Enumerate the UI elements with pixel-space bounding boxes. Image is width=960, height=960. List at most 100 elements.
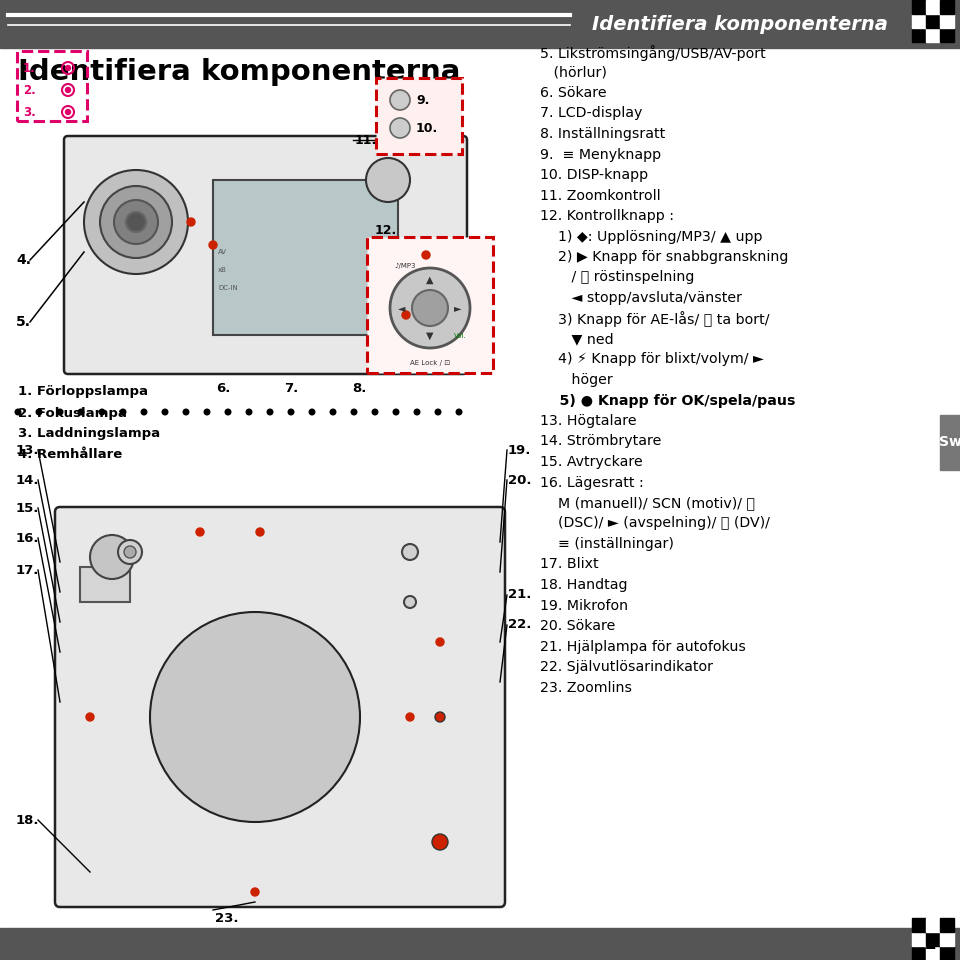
Text: DC-IN: DC-IN <box>218 285 238 291</box>
Circle shape <box>173 635 337 799</box>
Circle shape <box>422 251 430 259</box>
Circle shape <box>195 657 315 777</box>
Text: ▲: ▲ <box>426 275 434 285</box>
Text: 10.: 10. <box>416 122 439 134</box>
Text: 23.: 23. <box>215 911 238 924</box>
Circle shape <box>402 544 418 560</box>
Text: 14. Strömbrytare: 14. Strömbrytare <box>540 435 661 448</box>
Text: 22. Självutlösarindikator: 22. Självutlösarindikator <box>540 660 713 674</box>
Text: 20.: 20. <box>508 473 532 487</box>
Text: 20. Sökare: 20. Sökare <box>540 619 615 633</box>
Text: 3) Knapp för AE-lås/ 🗑 ta bort/: 3) Knapp för AE-lås/ 🗑 ta bort/ <box>540 311 770 327</box>
Circle shape <box>162 409 168 415</box>
Text: 16.: 16. <box>16 532 39 544</box>
Text: 2) ▶ Knapp för snabbgranskning: 2) ▶ Knapp för snabbgranskning <box>540 250 788 264</box>
Bar <box>912 918 926 932</box>
Text: 21. Hjälplampa för autofokus: 21. Hjälplampa för autofokus <box>540 639 746 654</box>
Circle shape <box>432 834 448 850</box>
Circle shape <box>36 409 42 415</box>
Text: 11. Zoomkontroll: 11. Zoomkontroll <box>540 188 660 203</box>
Text: AE Lock / ⊡: AE Lock / ⊡ <box>410 360 450 366</box>
Circle shape <box>226 409 230 415</box>
Circle shape <box>150 612 360 822</box>
Text: 19.: 19. <box>508 444 532 457</box>
Text: 7.: 7. <box>284 382 299 395</box>
Circle shape <box>78 409 84 415</box>
Bar <box>912 0 926 14</box>
Text: 3. Laddningslampa: 3. Laddningslampa <box>18 427 160 441</box>
Text: 17. Blixt: 17. Blixt <box>540 558 599 571</box>
Bar <box>912 946 926 960</box>
Text: ▼ ned: ▼ ned <box>540 332 613 346</box>
Text: 13.: 13. <box>16 444 39 457</box>
Circle shape <box>414 409 420 415</box>
Text: 6. Sökare: 6. Sökare <box>540 86 607 100</box>
Text: ♪/MP3: ♪/MP3 <box>395 263 416 269</box>
Text: 1.: 1. <box>23 61 36 75</box>
Text: 4) ⚡ Knapp för blixt/volym/ ►: 4) ⚡ Knapp för blixt/volym/ ► <box>540 352 764 367</box>
Circle shape <box>86 713 94 721</box>
Text: 5.: 5. <box>16 315 31 329</box>
Circle shape <box>390 118 410 138</box>
Text: 2.: 2. <box>23 84 36 97</box>
Circle shape <box>204 409 210 415</box>
FancyBboxPatch shape <box>367 237 493 373</box>
Circle shape <box>288 409 294 415</box>
Text: 5. Likströmsingång/USB/AV-port: 5. Likströmsingång/USB/AV-port <box>540 45 766 60</box>
Text: 6.: 6. <box>216 382 230 395</box>
Bar <box>940 415 960 470</box>
Text: 18. Handtag: 18. Handtag <box>540 578 628 592</box>
Text: Identifiera komponenterna: Identifiera komponenterna <box>592 14 888 34</box>
Text: ◄: ◄ <box>398 303 406 313</box>
Text: 1. Förloppslampa: 1. Förloppslampa <box>18 386 148 398</box>
Circle shape <box>366 158 410 202</box>
Text: 19. Mikrofon: 19. Mikrofon <box>540 598 628 612</box>
Bar <box>912 14 926 28</box>
Bar <box>80 567 130 602</box>
Bar <box>926 932 940 946</box>
Bar <box>0 0 960 48</box>
Circle shape <box>404 596 416 608</box>
Bar <box>940 0 954 14</box>
Circle shape <box>456 409 462 415</box>
Circle shape <box>90 535 134 579</box>
Circle shape <box>187 218 195 226</box>
Circle shape <box>100 186 172 258</box>
Text: (DSC)/ ► (avspelning)/ 🎥 (DV)/: (DSC)/ ► (avspelning)/ 🎥 (DV)/ <box>540 516 770 531</box>
Circle shape <box>65 87 70 92</box>
Bar <box>940 14 954 28</box>
Text: 4. Remhållare: 4. Remhållare <box>18 448 122 462</box>
Bar <box>940 932 954 946</box>
Circle shape <box>183 409 189 415</box>
Text: 18.: 18. <box>16 813 39 827</box>
Text: 8. Inställningsratt: 8. Inställningsratt <box>540 127 665 141</box>
Circle shape <box>372 409 378 415</box>
Bar <box>912 932 926 946</box>
Text: / 🎤 röstinspelning: / 🎤 röstinspelning <box>540 271 694 284</box>
FancyBboxPatch shape <box>55 507 505 907</box>
Text: 7. LCD-display: 7. LCD-display <box>540 107 642 121</box>
Circle shape <box>330 409 336 415</box>
Circle shape <box>390 268 470 348</box>
Text: 2. Fokuslampa: 2. Fokuslampa <box>18 406 127 420</box>
Text: 17.: 17. <box>16 564 39 577</box>
Circle shape <box>402 311 410 319</box>
Text: 9.: 9. <box>416 93 429 107</box>
Circle shape <box>405 272 441 308</box>
Circle shape <box>435 409 441 415</box>
Circle shape <box>394 409 398 415</box>
Text: 15. Avtryckare: 15. Avtryckare <box>540 455 643 469</box>
Text: 16. Lägesratt :: 16. Lägesratt : <box>540 475 644 490</box>
Circle shape <box>246 409 252 415</box>
Text: 11.: 11. <box>355 133 377 147</box>
Circle shape <box>309 409 315 415</box>
Text: xB: xB <box>218 267 227 273</box>
Circle shape <box>412 290 448 326</box>
Text: ≡ (inställningar): ≡ (inställningar) <box>540 537 674 551</box>
Circle shape <box>267 409 273 415</box>
Text: Identifiera komponenterna: Identifiera komponenterna <box>18 58 461 86</box>
Bar <box>0 928 960 960</box>
Text: 8.: 8. <box>351 382 366 395</box>
Bar <box>926 946 940 960</box>
Circle shape <box>391 258 455 322</box>
